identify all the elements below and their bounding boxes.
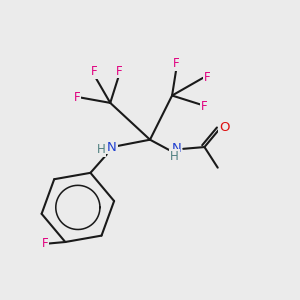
Text: F: F [201,100,207,113]
Text: F: F [74,91,80,104]
Text: F: F [116,64,122,78]
Text: H: H [170,150,179,163]
Text: F: F [203,71,210,84]
Text: F: F [173,57,180,70]
Text: F: F [42,237,49,250]
Text: F: F [91,65,98,78]
Text: O: O [219,121,230,134]
Text: N: N [172,142,182,155]
Text: H: H [97,143,105,157]
Text: N: N [107,141,117,154]
